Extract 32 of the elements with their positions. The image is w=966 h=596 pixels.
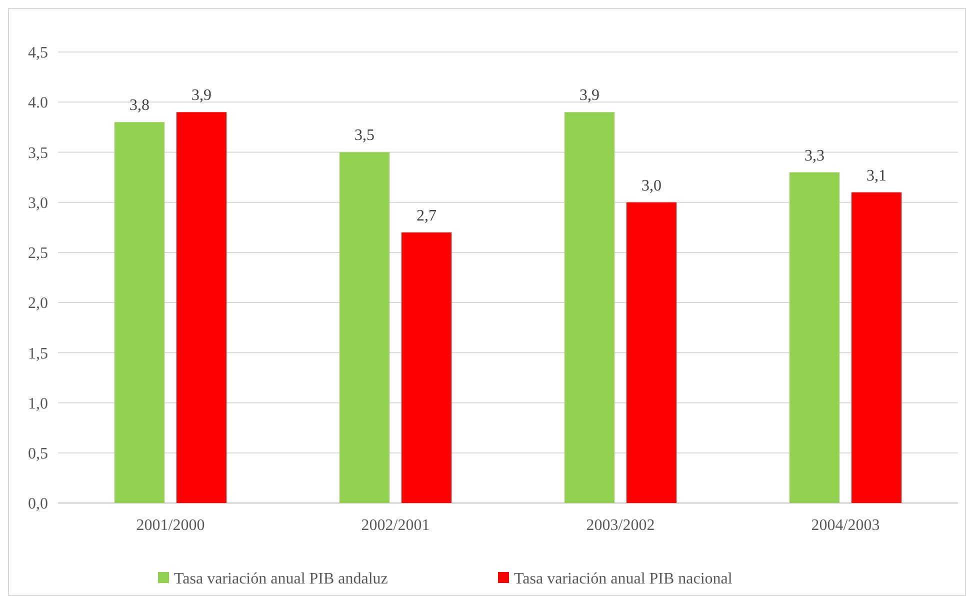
bar <box>564 112 614 503</box>
y-tick-label: 0,0 <box>28 496 48 513</box>
x-tick-label: 2003/2002 <box>586 517 655 534</box>
y-tick-label: 1,5 <box>28 345 48 362</box>
data-label: 3,8 <box>130 97 150 114</box>
y-tick-label: 4.0 <box>28 94 48 112</box>
data-label: 3,9 <box>192 87 212 104</box>
data-label: 3,9 <box>580 87 600 104</box>
x-tick-label: 2001/2000 <box>136 517 205 534</box>
y-tick-label: 2,0 <box>28 295 48 312</box>
bar <box>340 152 390 503</box>
y-tick-label: 2,5 <box>28 245 48 262</box>
y-tick-label: 1,0 <box>28 395 48 412</box>
bar <box>402 232 452 503</box>
y-tick-label: 3,0 <box>28 194 48 212</box>
bar <box>790 172 840 503</box>
bar <box>626 202 676 503</box>
bar <box>176 112 226 503</box>
bar <box>114 122 164 503</box>
data-label: 3,3 <box>804 147 824 164</box>
data-label: 3,1 <box>866 167 886 184</box>
x-tick-label: 2002/2001 <box>361 517 430 534</box>
data-label: 3,0 <box>642 177 662 194</box>
y-tick-label: 4,5 <box>28 44 48 62</box>
data-label: 3,5 <box>354 127 374 144</box>
bar <box>852 192 902 503</box>
data-label: 2,7 <box>416 207 436 224</box>
y-tick-label: 0,5 <box>28 445 48 462</box>
legend-label: Tasa variación anual PIB andaluz <box>174 570 388 588</box>
legend-label: Tasa variación anual PIB nacional <box>514 570 733 588</box>
y-tick-label: 3,5 <box>28 144 48 162</box>
x-tick-label: 2004/2003 <box>811 517 880 534</box>
